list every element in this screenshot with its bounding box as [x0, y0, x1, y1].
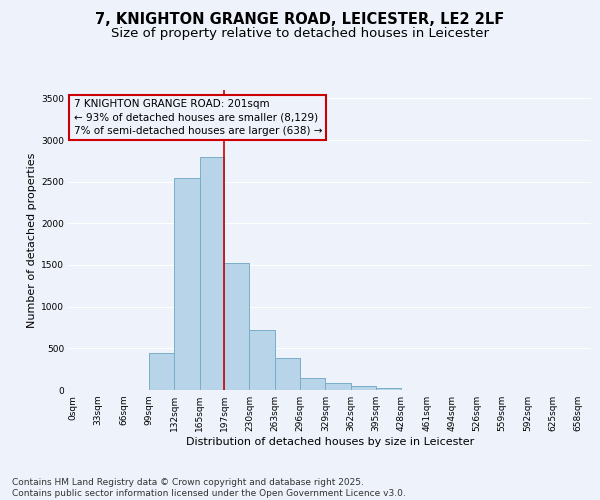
Bar — [174, 178, 199, 390]
Bar — [300, 378, 325, 390]
Bar — [149, 352, 174, 390]
Text: Contains HM Land Registry data © Crown copyright and database right 2025.
Contai: Contains HM Land Registry data © Crown c… — [12, 478, 406, 498]
Bar — [199, 156, 224, 390]
Y-axis label: Number of detached properties: Number of detached properties — [27, 152, 37, 328]
Bar — [250, 330, 275, 390]
Text: Size of property relative to detached houses in Leicester: Size of property relative to detached ho… — [111, 28, 489, 40]
X-axis label: Distribution of detached houses by size in Leicester: Distribution of detached houses by size … — [186, 437, 474, 447]
Bar — [376, 388, 401, 390]
Text: 7 KNIGHTON GRANGE ROAD: 201sqm
← 93% of detached houses are smaller (8,129)
7% o: 7 KNIGHTON GRANGE ROAD: 201sqm ← 93% of … — [74, 99, 322, 136]
Bar — [275, 358, 300, 390]
Bar — [224, 264, 250, 390]
Bar — [351, 386, 376, 390]
Bar — [325, 382, 351, 390]
Text: 7, KNIGHTON GRANGE ROAD, LEICESTER, LE2 2LF: 7, KNIGHTON GRANGE ROAD, LEICESTER, LE2 … — [95, 12, 505, 28]
